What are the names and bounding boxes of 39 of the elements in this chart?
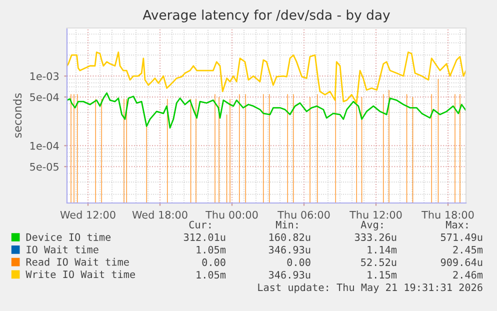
text: 1.05m xyxy=(196,270,226,279)
text: 1.15m xyxy=(368,271,397,279)
text: 909.64u xyxy=(440,258,482,266)
legend-label: Write IO Wait time xyxy=(26,270,135,278)
text: 1.14m xyxy=(368,246,397,254)
text: 346.93u xyxy=(268,270,310,279)
x-tick-label: Thu 06:00 xyxy=(278,210,330,219)
y-tick-label: 1e-03 xyxy=(30,72,59,80)
text: 312.01u xyxy=(184,233,226,242)
y-tick-label: 5e-05 xyxy=(30,162,58,171)
text: 0.00 xyxy=(202,258,226,266)
text: Max: xyxy=(446,220,468,228)
text: Cur: xyxy=(189,220,211,228)
text: 1.05m xyxy=(196,246,226,254)
chart-title: Average latency for /dev/sda - by day xyxy=(142,10,390,22)
y-axis-title: seconds xyxy=(13,93,22,138)
line-series xyxy=(67,92,466,129)
x-tick-label: Thu 12:00 xyxy=(350,210,402,219)
text: 160.82u xyxy=(269,233,310,242)
text: 2.45m xyxy=(453,246,483,254)
y-tick-label: 1e-04 xyxy=(30,142,59,150)
text: Min: xyxy=(276,220,298,228)
text: 333.26u xyxy=(354,233,396,242)
legend-label: Read IO Wait time xyxy=(26,258,129,266)
legend-label: Device IO time xyxy=(26,233,111,241)
line-series xyxy=(67,52,466,104)
text: Avg: xyxy=(360,220,383,230)
x-tick-label: Thu 18:00 xyxy=(422,210,474,219)
x-tick-label: Wed 18:00 xyxy=(132,210,188,219)
legend-label: IO Wait time xyxy=(26,246,98,254)
y-tick-label: 5e-04 xyxy=(30,93,59,102)
text: 571.49u xyxy=(440,233,482,242)
text: 0.00 xyxy=(287,258,310,266)
x-tick-label: Thu 00:00 xyxy=(206,210,258,219)
text: 52.52u xyxy=(361,258,396,266)
text: Last update: Thu May 21 19:31:31 2026 xyxy=(258,283,482,294)
text: 2.46m xyxy=(453,270,483,279)
text: 346.93u xyxy=(268,246,310,254)
x-tick-label: Wed 12:00 xyxy=(60,210,116,219)
